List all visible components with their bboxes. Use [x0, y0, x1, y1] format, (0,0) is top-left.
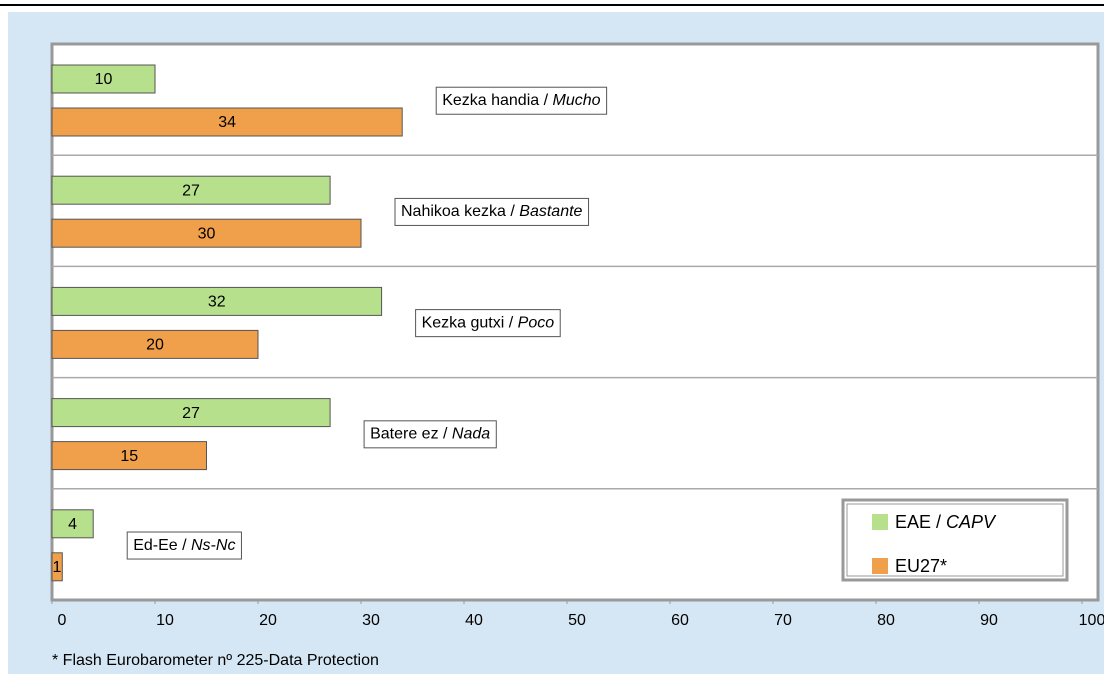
value-label: 32 [208, 294, 226, 311]
legend-swatch [872, 514, 888, 530]
value-label: 4 [68, 516, 77, 533]
legend-label: EAE / CAPV [895, 512, 997, 532]
legend-box [841, 498, 1069, 582]
category-label-box [415, 309, 561, 338]
x-tick-label: 30 [362, 612, 380, 629]
x-tick-label: 40 [465, 612, 483, 629]
legend-label: EU27* [895, 556, 947, 576]
bar [51, 286, 383, 316]
category-label-box [394, 197, 590, 226]
x-tick-label: 60 [671, 612, 689, 629]
x-tick-label: 10 [156, 612, 174, 629]
bar [51, 218, 362, 248]
value-label: 15 [120, 448, 138, 465]
value-label: 1 [53, 559, 62, 576]
value-label: 20 [146, 337, 164, 354]
category-label-box [126, 531, 242, 560]
x-tick-label: 50 [568, 612, 586, 629]
category-label: Kezka gutxi / Poco [422, 315, 555, 332]
legend-swatch [872, 558, 888, 574]
bar [51, 64, 156, 94]
category-label-box [363, 420, 497, 449]
x-tick-label: 0 [58, 612, 67, 629]
x-tick-label: 80 [877, 612, 895, 629]
bar [51, 441, 207, 471]
x-tick-label: 100 [1079, 612, 1104, 629]
bar [51, 107, 403, 137]
bar [51, 398, 331, 428]
x-tick-label: 70 [774, 612, 792, 629]
value-label: 27 [182, 182, 200, 199]
category-label-box [435, 86, 608, 115]
legend-box-inner [846, 503, 1064, 577]
bar [51, 175, 331, 205]
value-label: 27 [182, 405, 200, 422]
category-label: Ed-Ee / Ns-Nc [133, 537, 235, 554]
bar [51, 329, 259, 359]
value-label: 34 [218, 114, 236, 131]
bar [51, 552, 63, 582]
category-label: Batere ez / Nada [370, 426, 490, 443]
value-label: 30 [198, 225, 216, 242]
category-label: Kezka handia / Mucho [442, 92, 600, 109]
x-tick-label: 20 [259, 612, 277, 629]
value-label: 10 [95, 71, 113, 88]
category-label: Nahikoa kezka / Bastante [401, 203, 583, 220]
footnote: * Flash Eurobarometer nº 225-Data Protec… [52, 652, 379, 669]
bar [51, 509, 94, 539]
x-tick-label: 90 [980, 612, 998, 629]
